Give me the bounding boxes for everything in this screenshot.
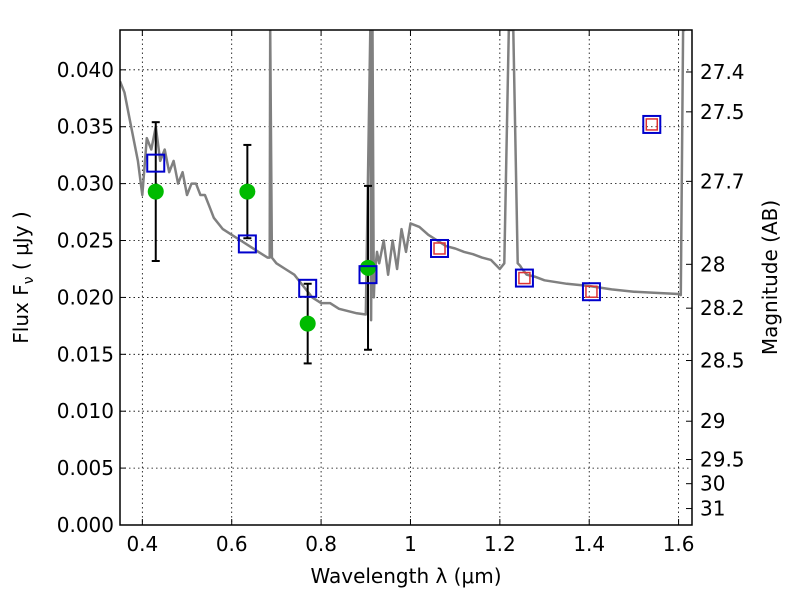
model-spectrum-line	[120, 30, 686, 322]
x-axis-title: Wavelength λ (μm)	[310, 564, 501, 588]
y-tick-label: 0.035	[57, 115, 114, 139]
y2-tick-label: 28	[700, 252, 725, 276]
model-flux-square	[642, 114, 662, 134]
y-axis-title-main: Flux F	[9, 284, 33, 343]
model-flux-square	[298, 278, 318, 298]
plot-data	[120, 30, 686, 365]
y2-tick-label: 27.7	[700, 169, 745, 193]
y-tick-label: 0.030	[57, 172, 114, 196]
y-tick-label: 0.010	[57, 399, 114, 423]
y2-tick-label: 29.5	[700, 448, 745, 472]
model-flux-square-inner	[518, 271, 531, 285]
model-flux-square	[237, 234, 257, 254]
model-flux-square-inner	[585, 285, 598, 298]
model-flux-square-inner	[433, 242, 446, 255]
y2-tick-label: 29	[700, 409, 725, 433]
x-tick-label: 1.2	[484, 532, 516, 556]
y2-tick-label: 28.2	[700, 296, 745, 320]
x-axis-ticks: 0.4 0.6 0.8 1 1.2 1.4 1.6	[126, 30, 695, 556]
x-tick-label: 1.6	[663, 532, 695, 556]
y2-tick-label: 31	[700, 497, 725, 521]
y-axis-title-unit: ( μJy )	[9, 211, 33, 276]
y-tick-label: 0.040	[57, 58, 114, 82]
model-flux-square	[430, 238, 450, 258]
y-axis-ticks: 0.000 0.005 0.010 0.015 0.020 0.025 0.030 0.035…	[57, 58, 126, 537]
y-tick-label: 0.025	[57, 229, 114, 253]
y-tick-label: 0.015	[57, 342, 114, 366]
grid-lines	[120, 30, 692, 526]
y2-tick-label: 28.5	[700, 349, 745, 373]
model-flux-square	[358, 265, 378, 285]
observed-point	[239, 183, 256, 200]
x-tick-label: 1.4	[573, 532, 605, 556]
x-tick-label: 0.4	[126, 532, 158, 556]
model-flux-square-inner	[645, 118, 659, 131]
x-tick-label: 0.6	[216, 532, 248, 556]
plot-frame	[119, 29, 693, 526]
model-flux-square	[514, 268, 534, 288]
x-tick-label: 1	[404, 532, 417, 556]
observed-point	[360, 259, 377, 276]
model-flux-square	[581, 282, 601, 302]
y-tick-label: 0.005	[57, 456, 114, 480]
y2-tick-label: 27.4	[700, 60, 745, 84]
x-tick-label: 0.8	[305, 532, 337, 556]
y-axis-title-subscript: ν	[21, 276, 37, 284]
model-flux-square	[146, 153, 166, 173]
y2-tick-label: 27.5	[700, 100, 745, 124]
observed-point	[299, 315, 316, 332]
y2-tick-label: 30	[700, 472, 725, 496]
y2-axis-title: Magnitude (AB)	[758, 200, 782, 355]
y-axis-title: Flux Fν ( μJy )	[9, 211, 37, 343]
y-tick-label: 0.000	[57, 513, 114, 537]
observed-point	[147, 183, 164, 200]
y-tick-label: 0.020	[57, 285, 114, 309]
